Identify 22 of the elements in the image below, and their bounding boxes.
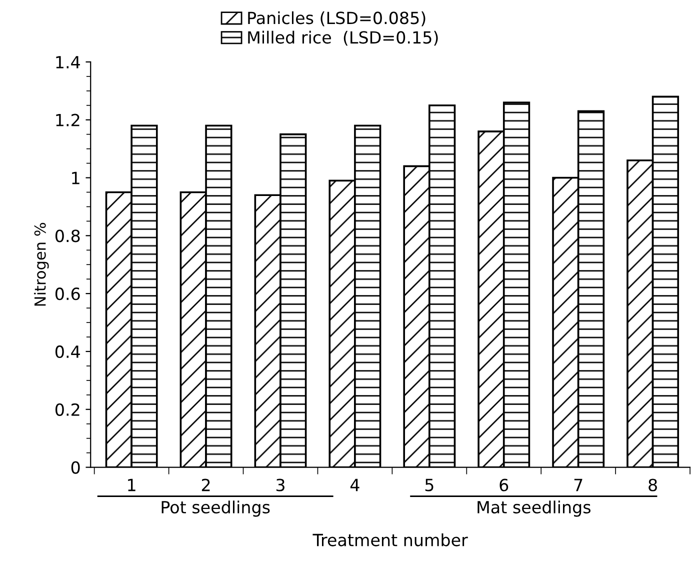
x-tick-label: 2 — [202, 478, 210, 492]
text: Pot seedlings — [162, 500, 270, 517]
x-tick-label: 6 — [500, 478, 508, 492]
y-tick-label: 0.4 — [55, 345, 80, 358]
x-tick-label: 5 — [425, 478, 434, 492]
y-tick-label: 0.6 — [55, 288, 80, 300]
text: Mat seedlings — [478, 500, 590, 517]
x-tick-label: 3 — [276, 478, 284, 492]
x-axis-title: Treatment number — [312, 533, 468, 546]
y-tick-label: 1 — [72, 172, 80, 184]
y-tick-label: 0.8 — [55, 230, 80, 242]
legend-label: Milled rice (LSD=0.15) — [248, 30, 438, 46]
x-tick-label: 4 — [350, 478, 360, 492]
y-tick-label: 0 — [71, 461, 80, 474]
x-tick-label: 7 — [574, 478, 582, 492]
x-tick-label: 8 — [648, 478, 657, 492]
y-tick-label: 1.4 — [56, 56, 80, 68]
x-tick-label: 1 — [128, 478, 136, 492]
legend-label: Panicles (LSD=0.085) — [248, 11, 426, 26]
y-axis-title: Nitrogen % — [34, 222, 49, 306]
y-tick-label: 0.2 — [55, 403, 80, 416]
y-tick-label: 1.2 — [56, 114, 80, 126]
